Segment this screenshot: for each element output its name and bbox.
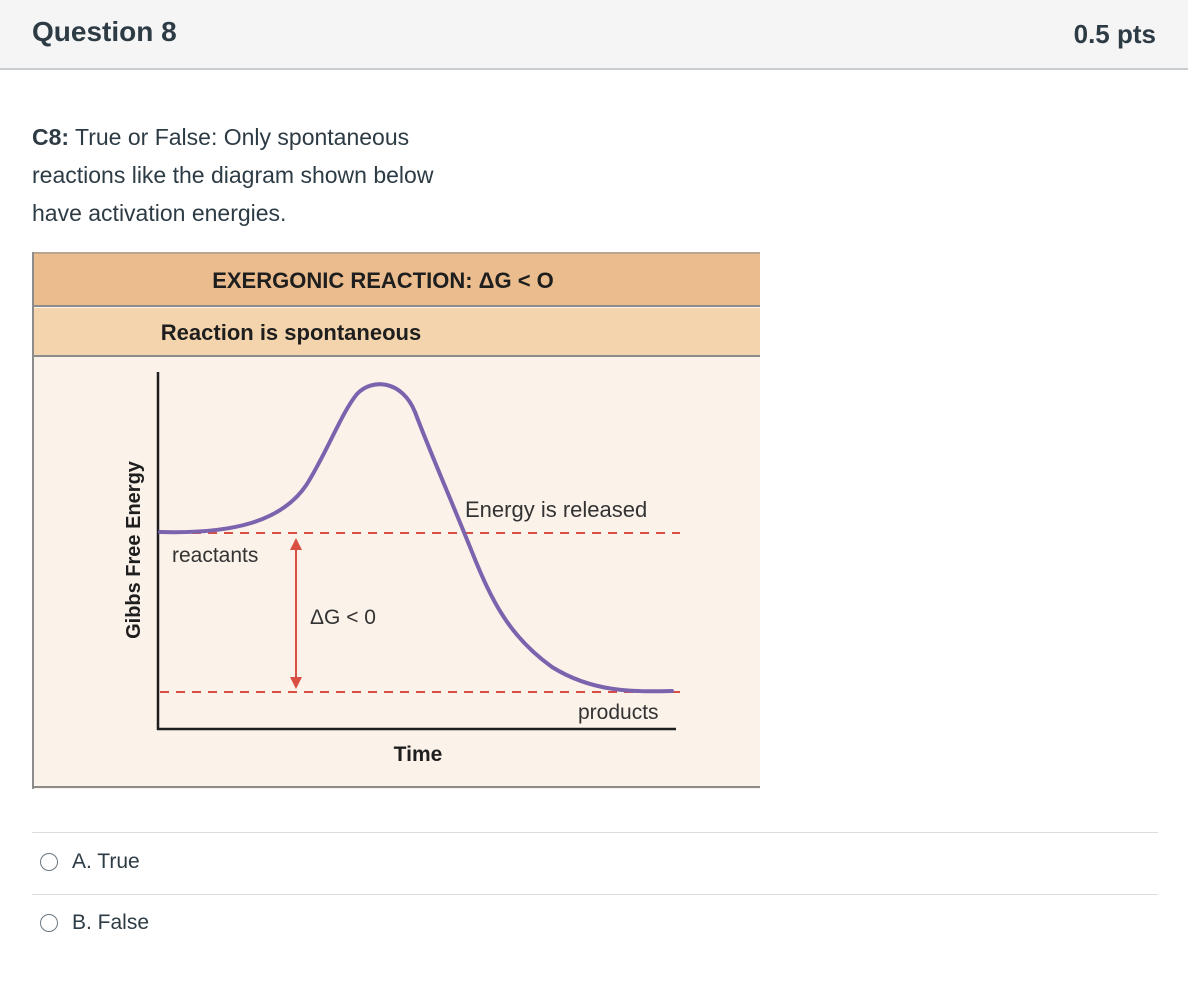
radio-button-b[interactable] bbox=[40, 914, 58, 932]
reaction-energy-curve bbox=[158, 382, 674, 694]
figure-subtitle: Reaction is spontaneous bbox=[161, 320, 421, 345]
energy-released-label: Energy is released bbox=[465, 497, 647, 522]
delta-g-arrow-up-head bbox=[290, 538, 302, 550]
reactants-label: reactants bbox=[172, 544, 258, 567]
answer-option-a[interactable]: A. True bbox=[40, 847, 140, 877]
title-band bbox=[32, 252, 760, 306]
answer-divider-middle bbox=[32, 894, 1158, 895]
question-text: C8: True or False: Only spontaneous reac… bbox=[32, 118, 472, 232]
answer-label-a[interactable]: A. True bbox=[72, 850, 140, 873]
answer-option-b[interactable]: B. False bbox=[40, 908, 149, 938]
radio-button-a[interactable] bbox=[40, 853, 58, 871]
question-points: 0.5 pts bbox=[1073, 19, 1156, 49]
question-prefix: C8: bbox=[32, 124, 70, 150]
y-axis-label: Gibbs Free Energy bbox=[123, 460, 145, 639]
products-label: products bbox=[578, 701, 659, 724]
question-body: True or False: Only spontaneous reaction… bbox=[32, 124, 434, 226]
answer-divider-top bbox=[32, 832, 1158, 833]
answer-label-b[interactable]: B. False bbox=[72, 911, 150, 934]
figure-title: EXERGONIC REACTION: ΔG < O bbox=[212, 268, 554, 293]
question-title: Question 8 bbox=[32, 16, 177, 47]
subtitle-band bbox=[32, 308, 760, 356]
exergonic-reaction-diagram: EXERGONIC REACTION: ΔG < O Reaction is s… bbox=[32, 252, 760, 789]
delta-g-arrow-down-head bbox=[290, 677, 302, 689]
question-header: Question 8 0.5 pts bbox=[0, 0, 1188, 70]
delta-g-label: ΔG < 0 bbox=[310, 606, 376, 629]
x-axis-label: Time bbox=[394, 743, 443, 766]
